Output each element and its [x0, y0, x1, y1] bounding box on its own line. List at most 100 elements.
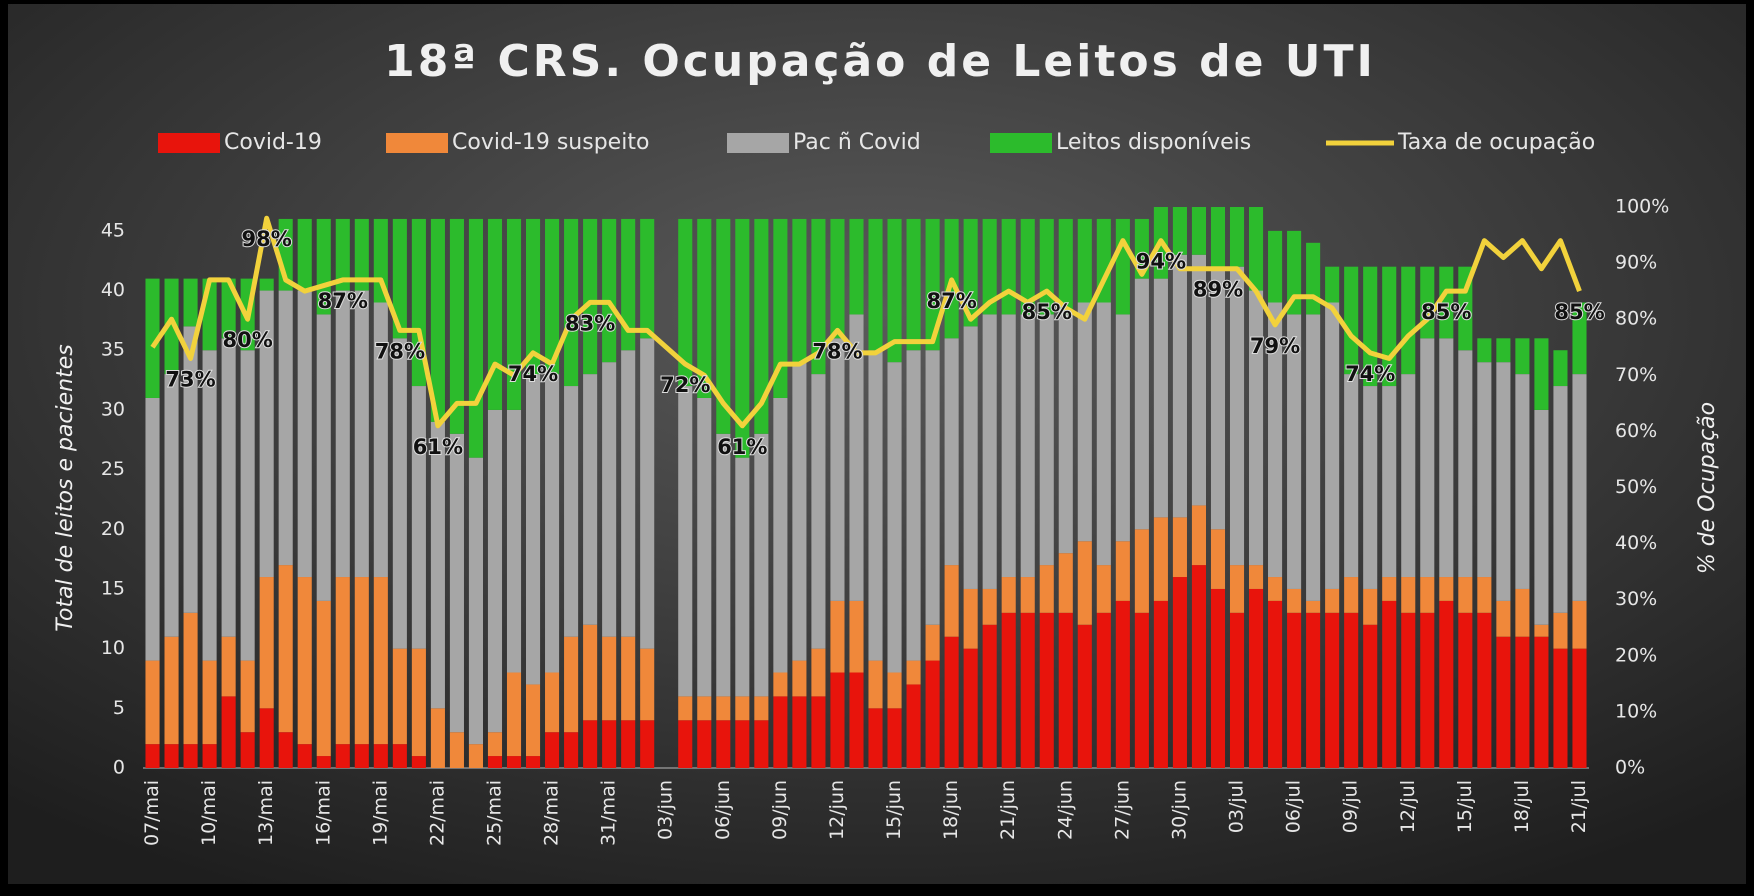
bar-segment: [1553, 386, 1568, 613]
bar-segment: [849, 600, 864, 673]
bar-segment: [164, 744, 179, 768]
bar-segment: [1572, 302, 1587, 375]
bar-segment: [564, 732, 579, 768]
bar-segment: [1496, 338, 1511, 363]
x-tick-label: 03/jul: [1226, 780, 1248, 833]
rate-label: 61%: [717, 435, 767, 459]
bar-segment: [906, 660, 921, 685]
legend-swatch: [386, 133, 448, 153]
x-tick-label: 10/mai: [198, 780, 220, 846]
bar-segment: [1229, 565, 1245, 613]
y-tick-label: 30: [101, 398, 125, 420]
bar-segment: [545, 732, 560, 768]
bar-segment: [1420, 338, 1435, 578]
bar-segment: [1439, 266, 1454, 339]
bar-segment: [1572, 648, 1587, 768]
x-tick-label: 19/mai: [369, 780, 391, 846]
bar-segment: [1363, 624, 1378, 768]
bar-segment: [792, 696, 807, 768]
bar-segment: [1401, 612, 1416, 768]
bar-segment: [1001, 314, 1016, 578]
bar-segment: [963, 326, 978, 589]
bar-segment: [621, 350, 636, 637]
bar-segment: [754, 720, 769, 768]
bar-segment: [183, 744, 198, 768]
bar-segment: [963, 648, 978, 768]
bar-segment: [982, 624, 997, 768]
bar-segment: [792, 660, 807, 697]
bar-segment: [373, 577, 388, 745]
rate-label: 87%: [318, 289, 368, 313]
x-tick-label: 21/jul: [1568, 780, 1590, 833]
bar-segment: [373, 744, 388, 768]
bar-segment: [221, 338, 236, 637]
bar-segment: [1344, 612, 1359, 768]
bar-segment: [183, 326, 198, 613]
bar-segment: [1134, 529, 1149, 613]
y-tick-label: 35: [101, 339, 125, 361]
bar-segment: [1496, 636, 1511, 768]
bar-segment: [602, 218, 617, 363]
y2-tick-label: 40%: [1615, 532, 1657, 554]
bar-segment: [411, 386, 426, 649]
bar-segment: [1344, 266, 1359, 375]
bar-segment: [335, 218, 350, 291]
legend-label: Covid-19 suspeito: [452, 130, 649, 155]
bar-segment: [506, 409, 522, 673]
bar-segment: [449, 433, 464, 733]
bar-segment: [887, 672, 902, 709]
bar-segment: [1287, 314, 1302, 589]
rate-label: 98%: [242, 227, 292, 251]
bar-segment: [430, 421, 445, 709]
bar-segment: [487, 218, 503, 410]
bar-segment: [982, 588, 997, 625]
bar-segment: [1058, 218, 1073, 315]
y-tick-label: 10: [101, 637, 125, 659]
bar-segment: [240, 660, 255, 733]
bar-segment: [525, 374, 541, 685]
bar-segment: [1344, 374, 1359, 578]
bar-segment: [716, 696, 731, 721]
bar-segment: [449, 732, 464, 768]
y2-tick-label: 10%: [1615, 700, 1657, 722]
bar-segment: [602, 720, 617, 768]
bar-segment: [1553, 612, 1568, 649]
bar-segment: [1172, 577, 1187, 768]
bar-segment: [164, 374, 179, 637]
bar-segment: [583, 374, 598, 625]
bar-segment: [1515, 588, 1530, 637]
legend-label: Leitos disponíveis: [1056, 130, 1251, 155]
bar-segment: [982, 218, 997, 315]
bar-segment: [1001, 218, 1016, 315]
bar-segment: [240, 732, 255, 768]
bar-segment: [1210, 207, 1226, 267]
bar-segment: [1287, 588, 1302, 613]
rate-label: 72%: [660, 373, 710, 397]
bar-segment: [1020, 612, 1035, 768]
rate-label: 89%: [1193, 278, 1243, 302]
y-tick-label: 25: [101, 458, 125, 480]
bar-segment: [1191, 505, 1207, 566]
bar-segment: [811, 696, 826, 768]
bar-segment: [1553, 350, 1568, 387]
bar-segment: [640, 648, 655, 721]
bar-segment: [925, 624, 940, 661]
x-tick-label: 22/mai: [426, 780, 448, 846]
x-tick-label: 27/jun: [1111, 780, 1133, 840]
y-tick-label: 20: [101, 518, 125, 540]
bar-segment: [1115, 314, 1130, 542]
bar-segment: [1477, 612, 1492, 768]
bar-segment: [1248, 565, 1264, 589]
bar-segment: [1268, 577, 1283, 601]
bar-segment: [1210, 266, 1226, 530]
bar-segment: [640, 338, 655, 649]
bar-segment: [1058, 553, 1073, 613]
x-tick-label: 30/jun: [1168, 780, 1190, 840]
bar-segment: [411, 756, 426, 768]
bar-segment: [430, 708, 445, 768]
y-tick-label: 5: [113, 697, 125, 719]
bar-segment: [1001, 577, 1016, 613]
bar-segment: [1115, 218, 1130, 315]
bar-segment: [1210, 588, 1226, 768]
